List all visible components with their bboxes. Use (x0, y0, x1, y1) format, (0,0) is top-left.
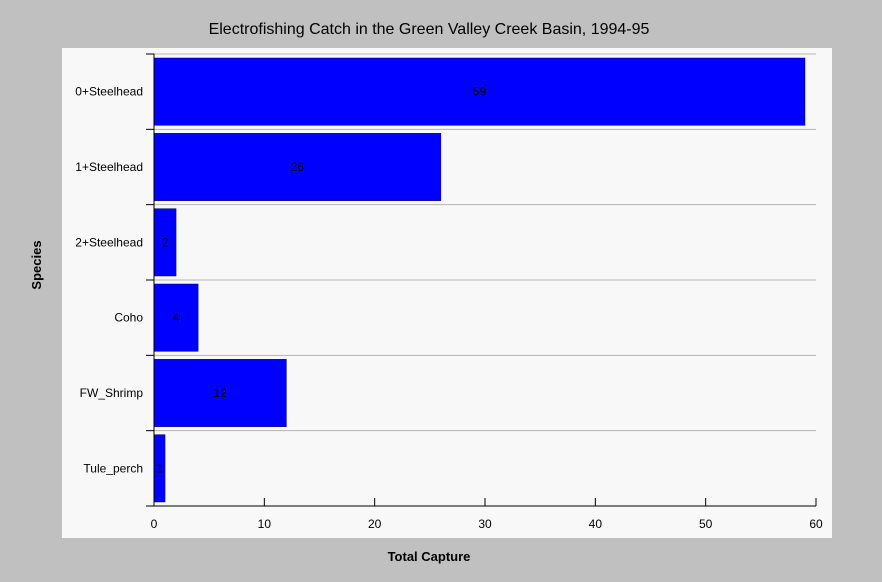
x-tick-label: 40 (589, 517, 603, 531)
bar-coho (153, 283, 199, 352)
data-label: 1 (156, 461, 163, 475)
bar-fw-shrimp (153, 359, 287, 427)
y-tick-label: FW_Shrimp (80, 386, 144, 400)
x-tick-label: 30 (478, 517, 492, 531)
data-label: 12 (214, 386, 228, 400)
bar-1-steelhead (153, 133, 442, 201)
data-label: 26 (291, 160, 305, 174)
data-label: 2 (162, 235, 169, 249)
x-tick-label: 50 (699, 517, 713, 531)
y-tick-label: Coho (114, 311, 143, 325)
x-tick-label: 60 (809, 517, 823, 531)
y-tick-label: 2+Steelhead (75, 235, 143, 249)
y-axis-title: Species (29, 240, 44, 289)
x-tick-label: 10 (258, 517, 272, 531)
axes: 0+Steelhead 1+Steelhead 2+Steelhead Coho FW_… (75, 53, 823, 531)
y-tick-label: 1+Steelhead (75, 160, 143, 174)
data-label: 4 (173, 311, 180, 325)
y-tick-label: 0+Steelhead (75, 85, 143, 99)
chart-title: Electrofishing Catch in the Green Valley… (209, 21, 650, 38)
y-tick-label: Tule_perch (83, 461, 143, 475)
bars: 59 26 2 4 12 1 (153, 57, 806, 503)
data-label: 59 (473, 85, 487, 99)
grid-lines (154, 53, 816, 432)
bar-0-steelhead (153, 57, 806, 126)
x-axis-title: Total Capture (388, 549, 471, 564)
x-tick-label: 20 (368, 517, 382, 531)
x-tick-label: 0 (151, 517, 158, 531)
